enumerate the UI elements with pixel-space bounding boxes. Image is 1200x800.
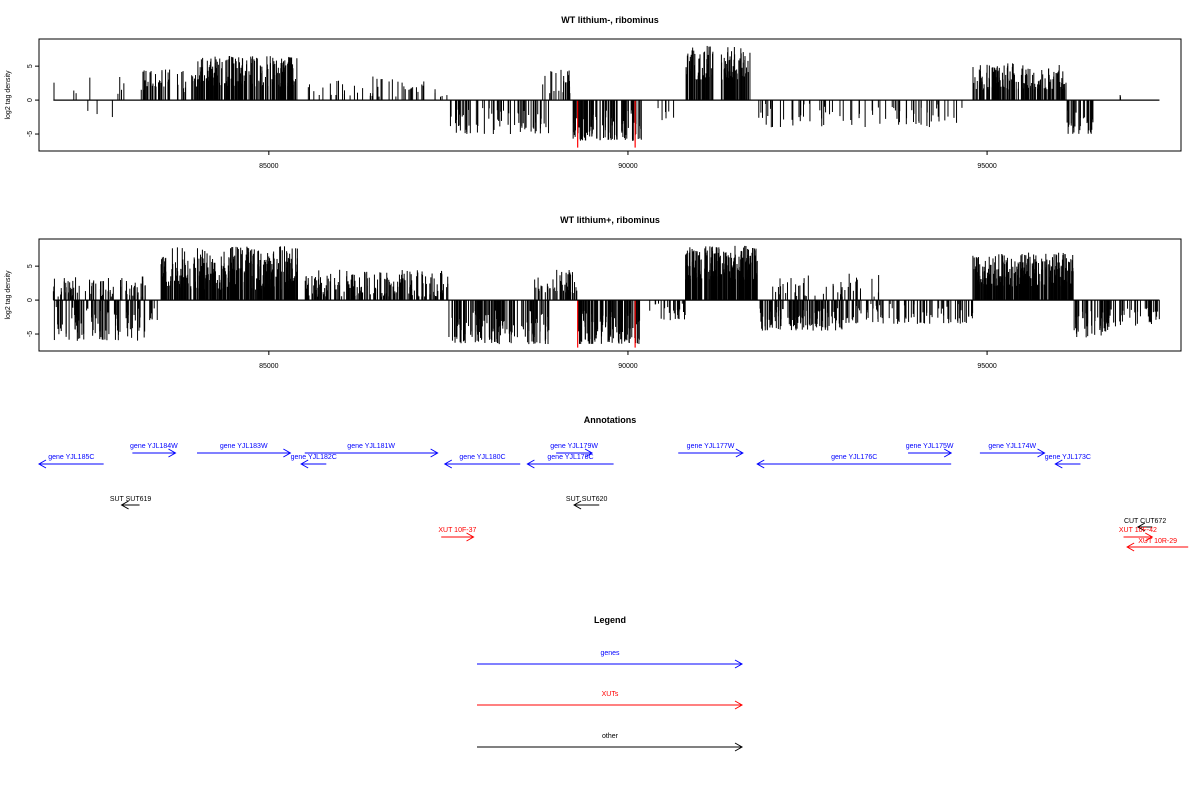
y-tick-label: 5	[27, 64, 34, 68]
arrow-head-icon	[300, 459, 309, 469]
y-tick-label: -5	[27, 131, 34, 137]
feature-label: gene YJL185C	[48, 454, 94, 461]
track-panel-lithium-plus: WT lithium+, ribominus log2 tag density …	[5, 215, 1182, 370]
arrow-head-icon	[1145, 532, 1154, 542]
arrow-head-icon	[283, 448, 292, 458]
x-tick-label: 85000	[259, 163, 279, 170]
y-tick-label: 0	[27, 98, 34, 102]
y-tick-label: -5	[27, 331, 34, 337]
x-tick-label: 90000	[618, 163, 638, 170]
panel-title: WT lithium-, ribominus	[561, 15, 659, 25]
x-tick-label: 95000	[977, 363, 997, 370]
arrow-head-icon	[735, 448, 744, 458]
feature-label: gene YJL181W	[347, 443, 395, 450]
feature-label: SUT SUT619	[110, 496, 152, 503]
feature-label: gene YJL183W	[220, 443, 268, 450]
feature-label: XUT 10F-37	[438, 527, 476, 534]
annotations-track: Annotations gene YJL185C gene YJL184W gene…	[37, 415, 1189, 552]
feature-label: XUT 10F-42	[1119, 527, 1157, 534]
legend-title: Legend	[594, 615, 626, 625]
legend-label: other	[602, 733, 619, 740]
arrow-head-icon	[734, 659, 744, 669]
legend-label: XUTs	[602, 691, 619, 698]
arrow-head-icon	[1054, 459, 1063, 469]
feature-label: gene YJL180C	[459, 454, 505, 461]
plot-frame	[38, 238, 1182, 352]
arrow-head-icon	[756, 459, 765, 469]
arrow-head-icon	[37, 459, 47, 469]
legend: Legend genes XUTs other	[477, 615, 744, 752]
arrow-head-icon	[573, 500, 582, 510]
x-tick-label: 90000	[618, 363, 638, 370]
arrow-head-icon	[168, 448, 177, 458]
arrow-head-icon	[1037, 448, 1046, 458]
feature-label: gene YJL174W	[988, 443, 1036, 450]
y-axis-label: log2 tag density	[5, 270, 12, 320]
feature-label: gene YJL173C	[1045, 454, 1091, 461]
plot-frame	[38, 38, 1182, 152]
arrow-head-icon	[734, 742, 744, 752]
arrow-head-icon	[120, 500, 129, 510]
arrow-head-icon	[1136, 522, 1146, 532]
arrow-head-icon	[466, 532, 475, 542]
arrow-head-icon	[430, 448, 439, 458]
y-tick-label: 5	[27, 264, 34, 268]
feature-label: gene YJL182C	[291, 454, 337, 461]
arrow-head-icon	[734, 700, 744, 710]
feature-label: gene YJL177W	[687, 443, 735, 450]
legend-label: genes	[600, 650, 620, 657]
feature-label: gene YJL179W	[550, 443, 598, 450]
feature-label: gene YJL184W	[130, 443, 178, 450]
feature-label: gene YJL178C	[547, 454, 593, 461]
panel-title: WT lithium+, ribominus	[560, 215, 660, 225]
y-tick-label: 0	[27, 298, 34, 302]
arrow-head-icon	[1126, 542, 1135, 552]
feature-label: gene YJL175W	[906, 443, 954, 450]
annotations-title: Annotations	[584, 415, 637, 425]
arrow-head-icon	[443, 459, 453, 469]
feature-label: CUT CUT672	[1124, 518, 1166, 525]
track-panel-lithium-minus: WT lithium-, ribominus log2 tag density …	[5, 15, 1182, 170]
x-tick-label: 95000	[977, 163, 997, 170]
y-axis-label: log2 tag density	[5, 70, 12, 120]
arrow-head-icon	[526, 459, 535, 469]
feature-label: SUT SUT620	[566, 496, 608, 503]
feature-label: XUT 10R-29	[1138, 538, 1177, 545]
feature-label: gene YJL176C	[831, 454, 877, 461]
x-tick-label: 85000	[259, 363, 279, 370]
arrow-head-icon	[943, 448, 953, 458]
arrow-head-icon	[584, 448, 594, 458]
